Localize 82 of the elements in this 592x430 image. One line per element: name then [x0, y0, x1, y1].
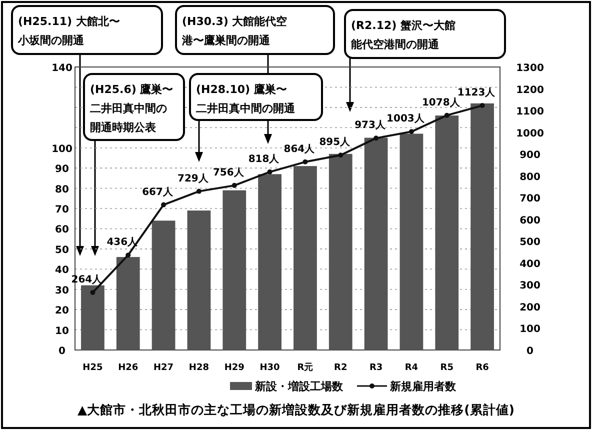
- annotation: (H25.6) 鷹巣〜二井田真中間の開通時期公表: [90, 83, 174, 134]
- y-tick-label: 100: [52, 144, 72, 155]
- bar: [152, 220, 176, 350]
- data-label: 864人: [284, 142, 316, 155]
- y2-tick-label: 1200: [516, 84, 544, 96]
- y-tick-label: 30: [55, 285, 69, 296]
- bar: [81, 285, 104, 350]
- y-tick-label: 50: [55, 244, 69, 256]
- text: (H30.3) 大館能代空港〜鷹巣間の開通: [181, 15, 288, 47]
- x-tick-label: H28: [188, 363, 209, 373]
- point: [480, 103, 485, 108]
- data-label: 756人: [212, 166, 245, 178]
- bar: [222, 190, 246, 350]
- y2-tick-label: 400: [520, 258, 540, 270]
- x-tick-label: H25: [82, 363, 103, 373]
- bar: [435, 116, 459, 350]
- annotation: (H28.10) 鷹巣〜二井田真中間の開通: [196, 83, 296, 115]
- y2-tick-label: 600: [520, 215, 540, 226]
- y-tick-label: 0: [58, 346, 66, 357]
- data-label: 667人: [142, 186, 174, 198]
- bar: [470, 103, 494, 350]
- x-tick-label: H26: [118, 363, 138, 373]
- text: (R2.12) 蟹沢〜大館能代空港間の開通: [351, 19, 456, 51]
- point: [196, 188, 202, 194]
- legend-label: 新規雇用者数: [389, 380, 457, 393]
- y2-tick-label: 700: [520, 194, 540, 205]
- y2-tick-label: 1000: [516, 128, 544, 140]
- data-label: 1078人: [422, 96, 461, 108]
- bar: [294, 166, 317, 350]
- data-label: 1003人: [386, 112, 426, 125]
- point: [126, 252, 131, 258]
- point: [374, 136, 379, 141]
- x-tick-label: R6: [476, 363, 489, 373]
- point: [338, 152, 344, 158]
- x-tick-label: H29: [224, 363, 244, 373]
- point: [232, 182, 237, 188]
- x-tick-label: H30: [260, 363, 280, 373]
- legend-新規雇用者数: 新規雇用者数: [357, 380, 456, 393]
- y2-tick-label: 0: [526, 346, 534, 357]
- x-tick-label: H27: [154, 363, 174, 373]
- data-label: 973人: [354, 119, 386, 132]
- y2-tick-label: 300: [520, 280, 540, 292]
- y2-tick-label: 200: [520, 302, 540, 314]
- point: [302, 159, 308, 164]
- y2-tick-label: 1100: [516, 106, 544, 118]
- y2-tick-label: 900: [520, 150, 540, 162]
- bar: [364, 138, 388, 350]
- x-tick-label: R3: [369, 363, 383, 373]
- text: (H25.11) 大館北〜小坂間の開通: [17, 15, 120, 47]
- x-tick-label: R元: [297, 362, 314, 373]
- data-label: 729人: [178, 172, 210, 184]
- y2-tick-label: 800: [520, 172, 540, 183]
- legend-新設・増設工場数: 新設・増設工場数: [230, 380, 343, 393]
- y2-tick-label: 500: [520, 237, 540, 248]
- bar: [187, 210, 211, 350]
- y-tick-label: 140: [52, 63, 72, 74]
- y-tick-label: 20: [55, 306, 69, 317]
- bar: [258, 174, 282, 350]
- x-tick-label: R5: [440, 363, 454, 373]
- data-label: 818人: [248, 152, 280, 165]
- point: [161, 202, 166, 208]
- point: [444, 112, 450, 118]
- text: ▲大館市・北秋田市の主な工場の新増設数及び新規雇用者数の推移(累計値): [77, 402, 515, 417]
- point: [267, 169, 272, 174]
- bar: [328, 154, 352, 350]
- y-tick-label: 70: [55, 204, 69, 216]
- bar: [116, 257, 140, 350]
- y-tick-label: 40: [55, 265, 69, 276]
- bar: [400, 134, 424, 350]
- data-label: 1123人: [457, 86, 496, 99]
- y2-tick-label: 100: [520, 324, 540, 336]
- point: [90, 290, 96, 296]
- legend-label: 新設・増設工場数: [254, 380, 344, 393]
- y2-tick-label: 1300: [516, 63, 544, 74]
- y-tick-label: 60: [55, 224, 69, 236]
- y-tick-label: 90: [55, 164, 69, 176]
- x-tick-label: R4: [404, 363, 418, 373]
- x-tick-label: R2: [334, 363, 348, 373]
- data-label: 895人: [319, 136, 352, 148]
- y-tick-label: 80: [55, 184, 69, 196]
- y-tick-label: 10: [55, 326, 69, 337]
- point: [408, 129, 414, 134]
